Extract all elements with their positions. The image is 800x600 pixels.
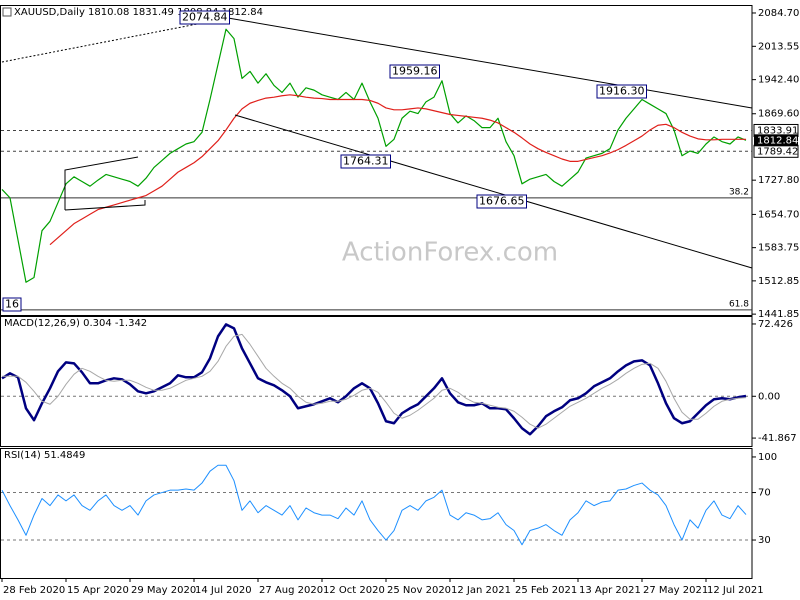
series-line (2, 333, 747, 429)
y-tick-label: 2013.55 (758, 41, 799, 52)
y-tick-label: 1441.85 (758, 309, 799, 320)
plot-area: XAUUSD,Daily 1810.08 1831.49 1808.84 181… (0, 5, 799, 596)
x-tick-label: 28 Feb 2020 (3, 585, 65, 596)
y-tick-label: 0.00 (758, 391, 780, 402)
fib-label: 38.2 (729, 187, 749, 197)
panel-frame (0, 448, 753, 579)
y-tick-label: 2084.70 (758, 8, 799, 19)
x-tick-label: 14 Jul 2020 (195, 585, 252, 596)
x-tick-label: 13 Apr 2021 (579, 585, 641, 596)
trendline (64, 156, 139, 210)
x-tick-label: 12 Oct 2020 (323, 585, 385, 596)
watermark: ActionForex.com (342, 238, 558, 268)
annotation-box (2, 297, 22, 312)
level-label: 1833.91 (757, 125, 798, 136)
y-tick-label: 1654.70 (758, 209, 799, 220)
annotation-box (179, 10, 230, 25)
x-tick-label: 12 Jul 2021 (707, 585, 764, 596)
annotation-box (476, 194, 527, 209)
y-tick-label: 1727.80 (758, 175, 799, 186)
x-tick-label: 12 Jan 2021 (451, 585, 511, 596)
panel-title: MACD(12,26,9) 0.304 -1.342 (4, 318, 147, 329)
series-line (1, 28, 747, 283)
last-price-label: 1812.84 (757, 135, 798, 146)
panel-title: RSI(14) 51.4849 (4, 450, 85, 461)
x-tick-label: 25 Nov 2020 (387, 585, 451, 596)
x-tick-label: 25 Feb 2021 (515, 585, 577, 596)
y-tick-label: 1869.60 (758, 109, 799, 120)
annotation: 16 (5, 298, 19, 311)
fib-label: 61.8 (729, 299, 749, 309)
panel-frame (0, 5, 753, 316)
trendline (234, 114, 753, 269)
annotation: 1916.30 (599, 85, 645, 98)
overlay: 2074.84 1959.16 1916.30 1764.31 1676.65 16 183… (2, 10, 799, 312)
panel-frame (0, 316, 753, 447)
series-line (1, 323, 747, 436)
panel-title: XAUUSD,Daily 1810.08 1831.49 1808.84 181… (14, 7, 263, 18)
x-tick-label: 15 Apr 2020 (67, 585, 129, 596)
trendlines (1, 17, 753, 269)
y-tick-label: -41.867 (758, 433, 797, 444)
series-line (49, 94, 746, 246)
series-line (1, 464, 747, 546)
annotation: 1959.16 (392, 65, 438, 78)
annotation: 1676.65 (479, 195, 525, 208)
trendline (64, 200, 146, 211)
x-tick-label: 29 May 2020 (131, 585, 196, 596)
y-tick-label: 100 (758, 452, 777, 463)
x-tick-label: 27 Aug 2020 (259, 585, 323, 596)
symbol-icon (2, 7, 12, 17)
annotation-box (389, 64, 440, 79)
annotation-box (596, 84, 647, 99)
annotation: 1764.31 (343, 155, 389, 168)
x-tick-label: 27 May 2021 (643, 585, 708, 596)
trendline (227, 17, 753, 109)
last-price-box (754, 134, 798, 147)
annotation-box (340, 154, 391, 169)
y-tick-label: 1583.75 (758, 243, 799, 254)
y-tick-label: 1942.40 (758, 75, 799, 86)
y-tick-label: 72.426 (758, 319, 793, 330)
annotation: 2074.84 (182, 11, 228, 24)
y-tick-label: 1512.85 (758, 276, 799, 287)
level-label: 1789.42 (757, 146, 798, 157)
y-tick-label: 30 (758, 535, 771, 546)
y-tick-label: 70 (758, 488, 771, 499)
